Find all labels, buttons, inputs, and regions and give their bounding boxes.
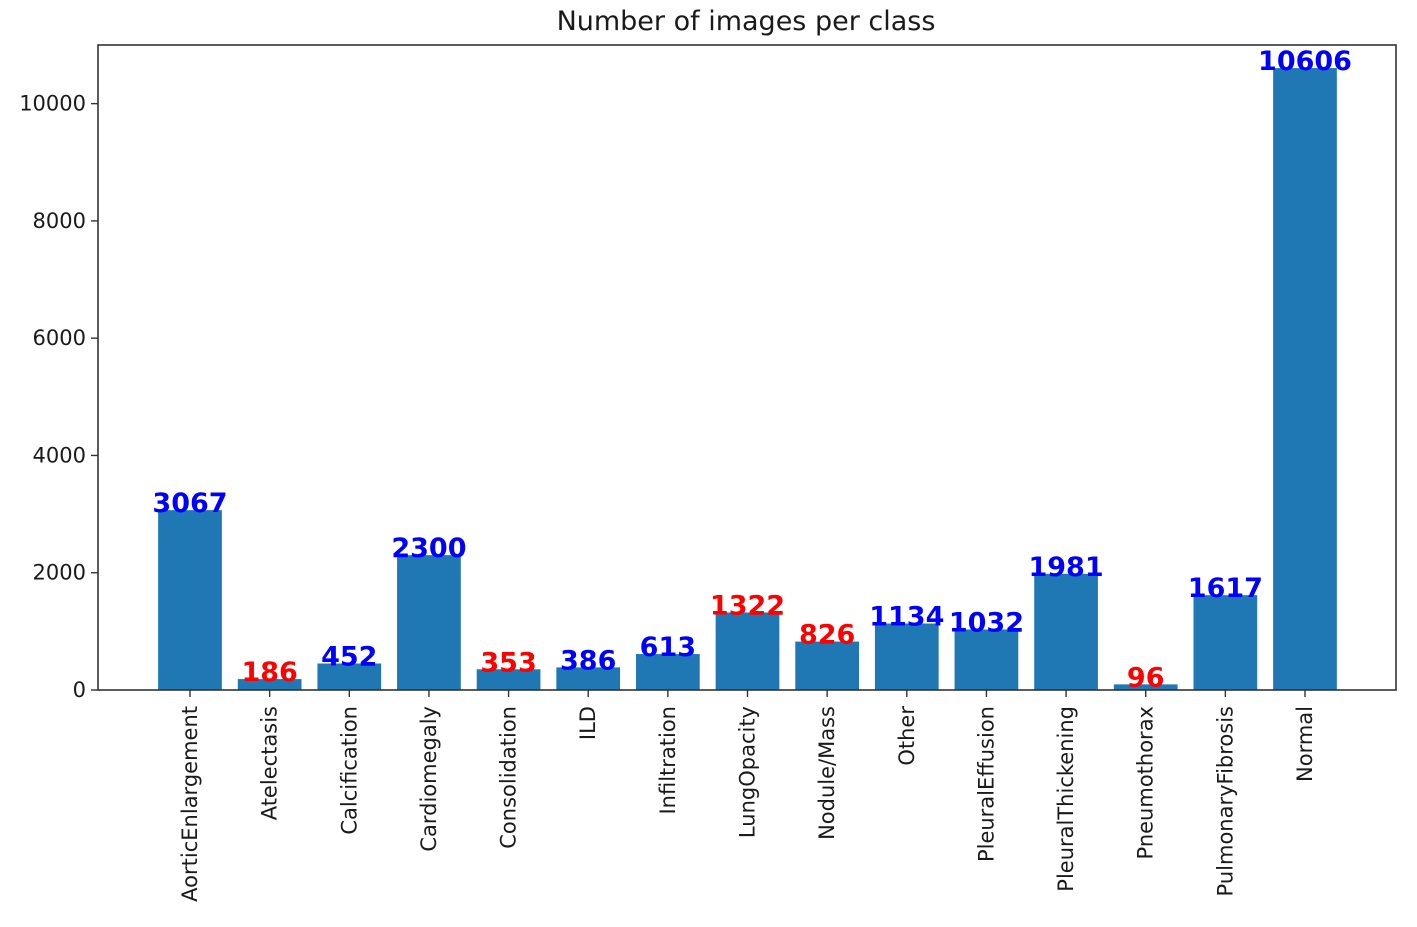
bar-pleuraleffusion [954,629,1019,690]
plot-frame [97,44,1397,691]
y-tick-label: 2000 [33,561,86,585]
x-tick-label: Atelectasis [258,706,282,820]
bar-nodule-mass [795,641,859,690]
bar-cardiomegaly [397,555,461,690]
bar-value-label: 1981 [1028,552,1103,583]
x-tick-label: PleuralThickening [1054,706,1078,892]
bar-value-label: 826 [799,620,855,651]
y-axis: 0 2000 4000 6000 8000 10000 [19,92,98,702]
bar-value-label: 96 [1127,662,1165,693]
bar-value-label: 186 [241,657,297,688]
y-tick-label: 4000 [33,443,86,467]
bar-value-label: 613 [640,632,696,663]
bar-value-label: 1134 [869,602,944,633]
bar-value-label: 452 [321,642,377,673]
bars-layer [158,68,1337,691]
bar-value-label: 1617 [1188,573,1263,604]
x-tick-label: ILD [576,706,600,740]
x-tick-label: LungOpacity [736,706,760,838]
bar-pleuralthickening [1034,573,1098,690]
x-tick-label: Pneumothorax [1134,706,1158,859]
bar-calcification [317,663,382,690]
bar-pulmonaryfibrosis [1193,595,1258,690]
x-tick-label: Infiltration [656,706,680,815]
bar-value-label: 3067 [152,488,227,519]
bar-atelectasis [237,679,302,690]
bar-value-label: 1032 [949,607,1024,638]
bar-ild [556,667,621,690]
bar-value-label: 353 [480,647,536,678]
bar-value-label: 386 [560,645,616,676]
x-tick-label: Calcification [337,706,361,835]
bar-normal [1273,68,1337,691]
value-labels-layer: 3067 186 452 2300 353 386 613 1322 826 1134 103219… [152,46,1352,693]
x-tick-label: Nodule/Mass [815,706,839,840]
x-axis: AorticEnlargement Atelectasis Calcificatio… [178,690,1317,902]
x-tick-label: Other [895,706,919,766]
y-tick-label: 10000 [19,92,86,116]
y-tick-label: 6000 [33,326,86,350]
bar-infiltration [636,654,700,690]
y-tick-label: 8000 [33,209,86,233]
bar-consolidation [476,669,541,690]
x-tick-label: Normal [1293,706,1317,782]
x-tick-label: PulmonaryFibrosis [1213,706,1237,896]
y-tick-label: 0 [73,678,86,702]
bar-pneumothorax [1113,684,1178,690]
chart-title: Number of images per class [557,6,936,37]
bar-value-label: 10606 [1258,46,1352,77]
x-tick-label: PleuralEffusion [974,706,998,862]
bar-value-label: 1322 [710,590,785,621]
bar-value-label: 2300 [391,533,466,564]
x-tick-label: AorticEnlargement [178,706,202,902]
bar-lungopacity [715,612,780,690]
bar-other [874,623,939,690]
x-tick-label: Cardiomegaly [417,706,441,852]
x-tick-label: Consolidation [497,706,521,849]
bar-aorticenlargement [158,510,222,690]
